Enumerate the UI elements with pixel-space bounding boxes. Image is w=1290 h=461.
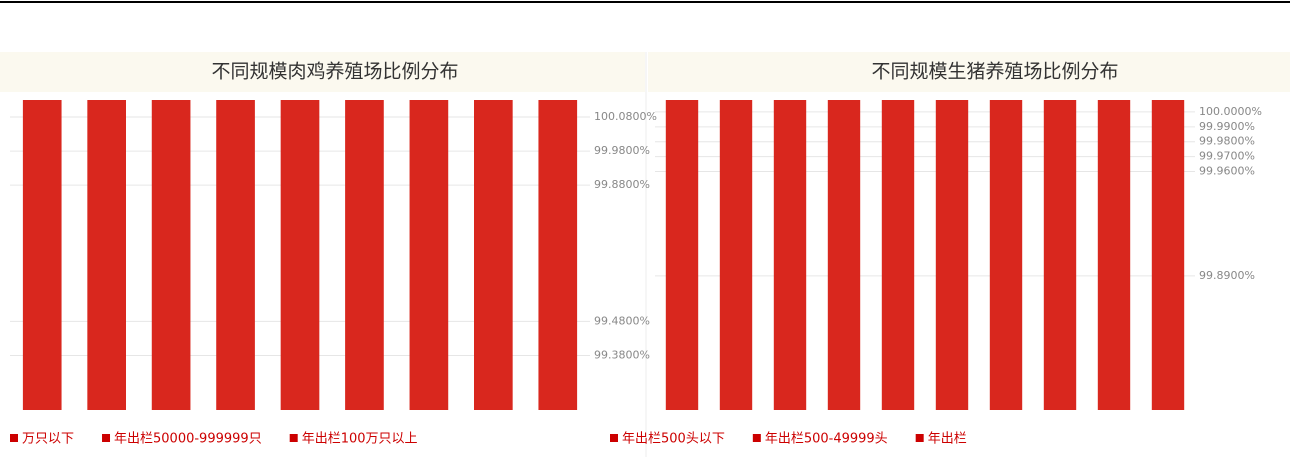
y-tick-label: 100.0800% <box>594 110 657 123</box>
legend-swatch <box>10 434 18 442</box>
bar-segment <box>936 100 968 410</box>
y-tick-label: 99.3800% <box>594 348 650 361</box>
bar-segment <box>828 100 860 410</box>
y-tick-label: 99.9900% <box>1199 120 1255 133</box>
bar-segment <box>345 100 384 410</box>
legend-label: 万只以下 <box>22 432 74 447</box>
legend-swatch <box>753 434 761 442</box>
y-tick-label: 99.9800% <box>1199 135 1255 148</box>
legend-swatch <box>916 434 924 442</box>
legend-label: 年出栏500头以下 <box>622 432 725 447</box>
bar-segment <box>882 100 914 410</box>
bar-segment <box>1044 100 1076 410</box>
bar-segment <box>87 100 126 410</box>
dashboard: 不同规模肉鸡养殖场比例分布 不同规模生猪养殖场比例分布 100.0800% 99.… <box>0 0 1290 457</box>
bar-segment <box>152 100 191 410</box>
bar-segment <box>990 100 1022 410</box>
bar-segment <box>1152 100 1184 410</box>
bar-segment <box>538 100 577 410</box>
y-tick-label: 99.4800% <box>594 314 650 327</box>
bar-segment <box>720 100 752 410</box>
y-tick-label: 99.8900% <box>1199 269 1255 282</box>
legend-swatch <box>610 434 618 442</box>
legend-label: 年出栏 <box>928 432 967 447</box>
y-tick-label: 100.0000% <box>1199 105 1262 118</box>
legend-label: 年出栏100万只以上 <box>302 432 418 447</box>
page: {"chart_data": [ {"type": "bar", "stacke… <box>0 0 1290 457</box>
bar-segment <box>216 100 255 410</box>
y-tick-label: 99.9600% <box>1199 165 1255 178</box>
bar-segment <box>23 100 62 410</box>
bar-segment <box>666 100 698 410</box>
legend-label: 年出栏500-49999头 <box>765 432 888 447</box>
bar-segment <box>774 100 806 410</box>
legend-swatch <box>102 434 110 442</box>
y-tick-label: 99.9700% <box>1199 150 1255 163</box>
y-tick-label: 99.8800% <box>594 178 650 191</box>
bar-segment <box>410 100 449 410</box>
bar-segment <box>281 100 320 410</box>
bar-segment <box>474 100 513 410</box>
legend-label: 年出栏50000-999999只 <box>114 432 262 447</box>
chart-title: 不同规模肉鸡养殖场比例分布 <box>211 61 458 83</box>
y-tick-label: 99.9800% <box>594 144 650 157</box>
bar-segment <box>1098 100 1130 410</box>
legend-swatch <box>290 434 298 442</box>
chart-title: 不同规模生猪养殖场比例分布 <box>871 61 1118 83</box>
